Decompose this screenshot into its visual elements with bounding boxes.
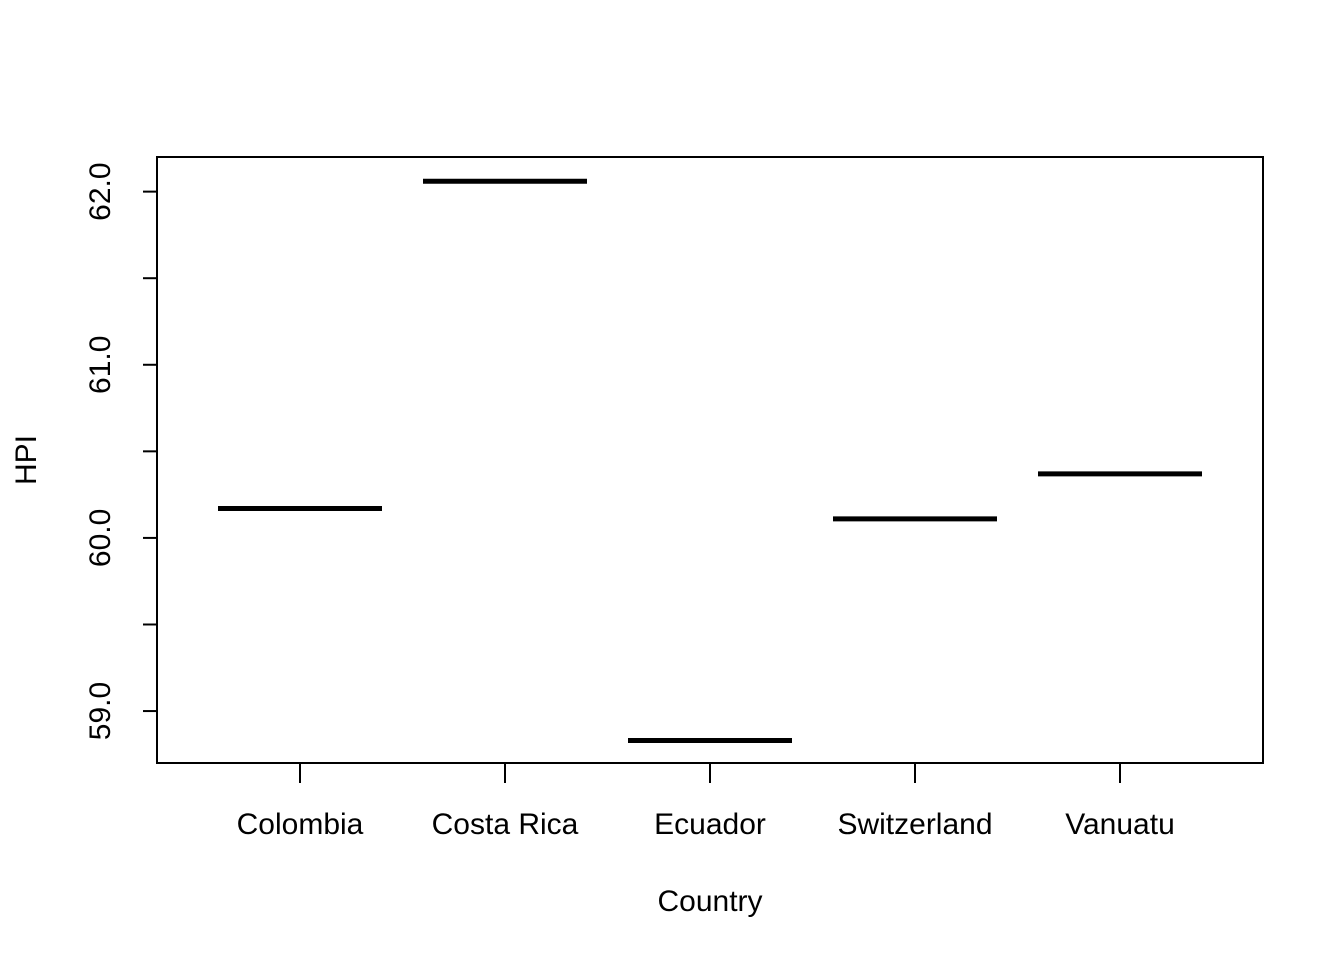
- x-tick-label: Switzerland: [837, 808, 992, 841]
- x-tick-label: Costa Rica: [432, 808, 579, 841]
- x-axis: Colombia Costa Rica Ecuador Switzerland Vanu…: [237, 763, 1175, 841]
- x-tick-label: Colombia: [237, 808, 364, 841]
- median-lines: [218, 178, 1202, 743]
- y-tick-label: 59.0: [84, 682, 117, 740]
- x-axis-title: Country: [657, 885, 762, 918]
- plot-frame: [156, 156, 1264, 764]
- y-tick-label: 60.0: [84, 509, 117, 567]
- y-tick-label: 62.0: [84, 162, 117, 220]
- y-axis-title: HPI: [10, 435, 43, 485]
- y-axis: 59.0 60.0 61.0 62.0: [84, 162, 157, 740]
- x-tick-label: Ecuador: [654, 808, 766, 841]
- y-tick-label: 61.0: [84, 336, 117, 394]
- x-tick-label: Vanuatu: [1065, 808, 1175, 841]
